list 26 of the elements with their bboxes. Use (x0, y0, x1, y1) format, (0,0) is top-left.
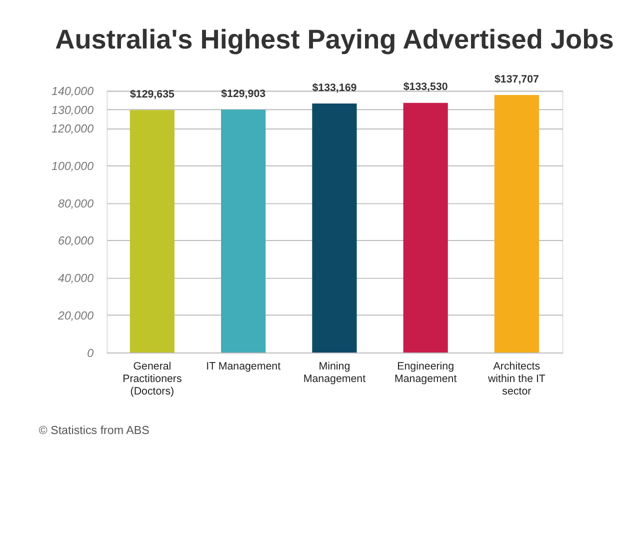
text: © Statistics from ABS (38, 424, 150, 437)
x-tick-label: IT Management (206, 360, 281, 372)
bar (494, 95, 539, 352)
y-tick-label: 80,000 (58, 197, 94, 210)
y-tick-label: 130,000 (52, 104, 94, 117)
x-tick-label: Engineering Management (394, 360, 457, 386)
y-tick-label: 100,000 (52, 160, 94, 173)
y-tick-label: 140,000 (52, 85, 94, 98)
y-tick-label: 0 (87, 346, 94, 360)
data-label: $133,530 (403, 81, 448, 94)
y-tick-label: 120,000 (52, 122, 94, 136)
bar (312, 104, 357, 352)
data-label: $129,635 (130, 88, 174, 101)
x-tick-label: Architects within the IT sector (486, 360, 546, 398)
y-tick-label: 60,000 (58, 234, 94, 248)
x-tick-label: General Practitioners (Doctors) (122, 360, 182, 398)
data-label: $129,903 (221, 88, 266, 100)
data-label: $133,169 (312, 82, 357, 94)
data-label: $137,707 (494, 73, 539, 86)
bar (130, 110, 174, 352)
bar (221, 110, 266, 352)
y-tick-label: 40,000 (58, 272, 94, 286)
y-tick-label: 20,000 (56, 309, 94, 322)
x-tick-label: Mining Management (303, 360, 366, 386)
chart-title: Australia's Highest Paying Advertised Jobs (55, 23, 614, 54)
bar (403, 102, 448, 352)
